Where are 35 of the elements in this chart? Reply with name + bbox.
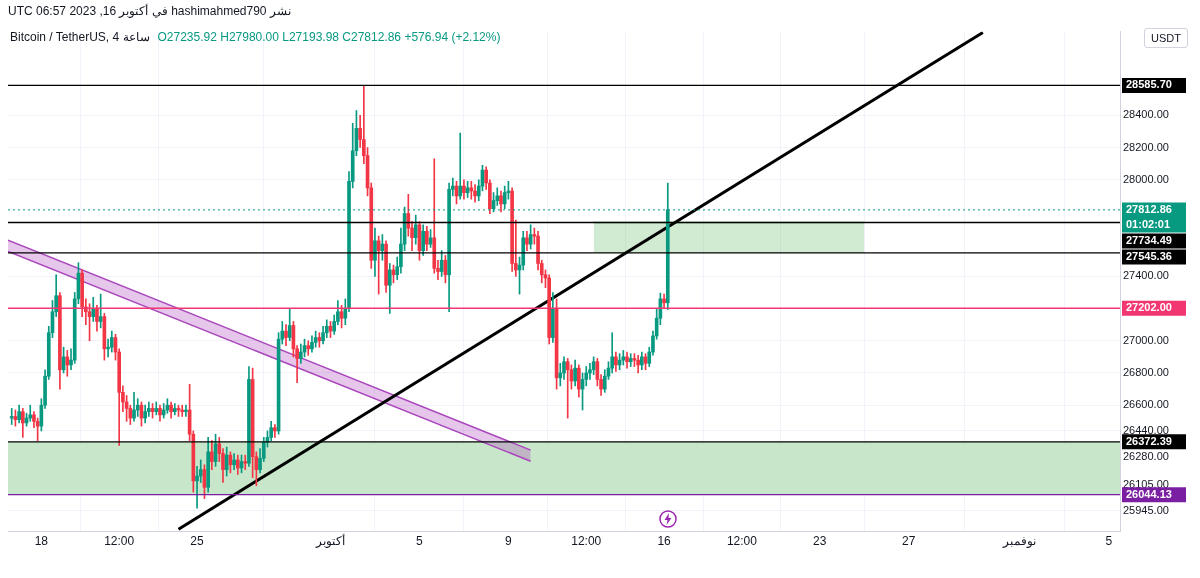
- y-tick-label: 26280.00: [1123, 449, 1169, 462]
- ref-line-label: 28585.70: [1126, 78, 1172, 91]
- ref-line-label: 26372.39: [1126, 434, 1172, 447]
- y-tick-label: 26105.00: [1123, 477, 1169, 490]
- y-tick-label: 28200.00: [1123, 140, 1169, 153]
- y-tick-label: 27000.00: [1123, 333, 1169, 346]
- x-tick-label: 12:00: [104, 534, 135, 549]
- y-tick-label: 26800.00: [1123, 366, 1169, 379]
- ref-line-label: 27812.86 01:02:01: [1126, 202, 1172, 230]
- x-tick-label: نوفمبر: [1002, 534, 1037, 549]
- y-axis-title: USDT: [1144, 28, 1188, 48]
- ref-line-label: 27545.36: [1126, 249, 1172, 262]
- chart-title: Bitcoin / TetherUS, 4 ساعة: [10, 30, 150, 44]
- x-tick-label: 25: [190, 534, 205, 549]
- x-tick-label: 12:00: [726, 534, 758, 549]
- y-tick-label: 27400.00: [1123, 269, 1169, 282]
- x-tick-label: 18: [34, 534, 49, 549]
- chart-subtitle: O27235.92 H27980.00 L27193.98 C27812.86 +576.94 (+2.12%): [157, 30, 501, 44]
- ref-line-label: 27734.49: [1126, 233, 1172, 246]
- text: نشر hashimahmed790 في أكتوبر 16, 2023 06:57 UTC: [8, 4, 291, 18]
- y-tick-label: 26440.00: [1123, 423, 1169, 436]
- y-tick-label: 26600.00: [1123, 398, 1169, 411]
- ref-line-label: 27202.00: [1126, 301, 1172, 314]
- y-tick-label: 28000.00: [1123, 172, 1169, 185]
- x-tick-label: 5: [416, 534, 424, 549]
- x-tick-label: 16: [657, 534, 672, 549]
- x-tick-label: 5: [1105, 534, 1113, 549]
- x-tick-label: 12:00: [571, 534, 602, 549]
- x-tick-label: أكتوبر: [314, 533, 345, 549]
- y-tick-label: 25945.00: [1123, 503, 1169, 516]
- y-tick-label: 28400.00: [1123, 108, 1169, 121]
- x-tick-label: 27: [902, 534, 916, 549]
- x-tick-label: 9: [505, 534, 513, 549]
- x-tick-label: 23: [813, 534, 827, 549]
- ref-line-label: 26044.13: [1126, 487, 1172, 500]
